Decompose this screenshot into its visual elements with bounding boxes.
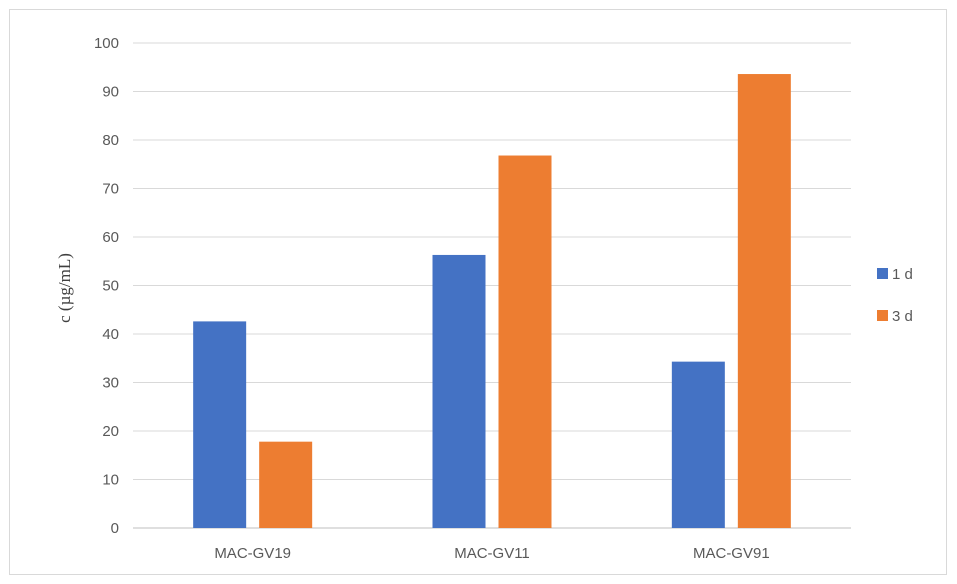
y-tick-label: 70 (102, 181, 119, 198)
gridlines (133, 42, 851, 529)
y-tick-label: 60 (102, 229, 119, 246)
legend-label: 1 d (892, 266, 913, 283)
y-tick-label: 80 (102, 132, 119, 149)
y-axis-label: c (µg/mL) (55, 253, 74, 323)
y-tick-label: 90 (102, 84, 119, 101)
legend-swatch (877, 310, 888, 321)
bar-1d-MAC-GV19 (193, 321, 247, 528)
x-tick-label: MAC-GV11 (454, 545, 530, 562)
y-tick-label: 50 (102, 278, 119, 295)
bar-1d-MAC-GV11 (432, 254, 486, 528)
bars (193, 74, 791, 528)
x-tick-label: MAC-GV91 (693, 545, 770, 562)
legend-label: 3 d (892, 308, 913, 325)
y-tick-label: 40 (102, 326, 119, 343)
y-tick-label: 0 (111, 520, 119, 537)
bar-3d-MAC-GV11 (498, 155, 552, 528)
y-tick-label: 100 (94, 35, 119, 52)
y-tick-label: 20 (102, 423, 119, 440)
y-tick-label: 10 (102, 472, 119, 489)
legend-swatch (877, 268, 888, 279)
bar-1d-MAC-GV91 (671, 361, 725, 528)
bar-3d-MAC-GV91 (737, 74, 791, 528)
x-tick-labels: MAC-GV19 MAC-GV11 MAC-GV91 (214, 545, 769, 562)
x-tick-label: MAC-GV19 (214, 545, 291, 562)
bar-3d-MAC-GV19 (259, 441, 313, 528)
y-tick-labels: 0 10 20 30 40 50 60 70 80 90 100 (94, 35, 119, 537)
y-tick-label: 30 (102, 375, 119, 392)
legend: 1 d 3 d (877, 266, 913, 325)
